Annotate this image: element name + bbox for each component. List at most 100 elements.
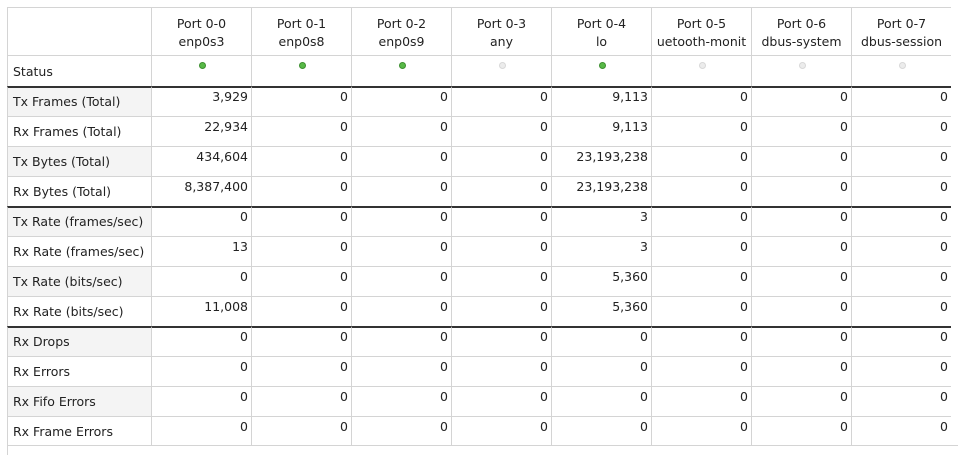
interface-name: dbus-session — [860, 34, 943, 49]
table-cell: 0 — [651, 296, 751, 326]
column-header-port[interactable]: Port 0-7 dbus-session — [851, 7, 951, 55]
table-cell: 0 — [751, 386, 851, 416]
table-corner — [7, 7, 151, 55]
table-cell: 0 — [751, 356, 851, 386]
interface-name: uetooth-monit — [656, 34, 747, 49]
table-cell: 9,113 — [551, 86, 651, 116]
table-cell: 0 — [651, 86, 751, 116]
table-cell: 0 — [851, 356, 951, 386]
column-header-port[interactable]: Port 0-2 enp0s9 — [351, 7, 451, 55]
table-cell: 0 — [551, 416, 651, 446]
table-cell: 0 — [151, 416, 251, 446]
table-cell: 3 — [551, 236, 651, 266]
table-cell: 0 — [451, 206, 551, 236]
table-cell: 0 — [751, 416, 851, 446]
table-cell: 0 — [251, 416, 351, 446]
column-header-port[interactable]: Port 0-3 any — [451, 7, 551, 55]
table-cell: 0 — [451, 266, 551, 296]
table-cell: 0 — [351, 326, 451, 356]
table-cell: 23,193,238 — [551, 176, 651, 206]
table-cell: 11,008 — [151, 296, 251, 326]
table-cell: 13 — [151, 236, 251, 266]
table-cell: 0 — [851, 236, 951, 266]
status-up-indicator-icon — [199, 62, 206, 69]
table-cell: 0 — [651, 386, 751, 416]
interface-name: any — [490, 34, 513, 49]
table-cell: 0 — [851, 116, 951, 146]
table-cell: 0 — [851, 146, 951, 176]
table-cell: 0 — [451, 296, 551, 326]
table-cell: 8,387,400 — [151, 176, 251, 206]
table-cell: 3 — [551, 206, 651, 236]
status-cell — [851, 55, 951, 86]
row-label: Tx Bytes (Total) — [7, 146, 151, 176]
table-cell: 0 — [851, 86, 951, 116]
port-name: Port 0-6 — [776, 16, 827, 31]
interface-name: lo — [595, 34, 608, 49]
table-cell: 0 — [651, 206, 751, 236]
interface-name: enp0s8 — [278, 34, 325, 49]
row-label: Rx Frames (Total) — [7, 116, 151, 146]
row-label: Rx Fifo Errors — [7, 386, 151, 416]
row-label: Rx Errors — [7, 356, 151, 386]
row-label: Tx Rate (bits/sec) — [7, 266, 151, 296]
table-cell: 0 — [651, 356, 751, 386]
table-cell: 0 — [651, 326, 751, 356]
table-cell: 0 — [351, 116, 451, 146]
table-cell: 22,934 — [151, 116, 251, 146]
table-cell: 0 — [451, 326, 551, 356]
table-cell: 5,360 — [551, 266, 651, 296]
table-cell: 0 — [751, 146, 851, 176]
table-cell: 0 — [551, 326, 651, 356]
table-cell: 0 — [351, 386, 451, 416]
table-cell: 0 — [351, 416, 451, 446]
column-header-port[interactable]: Port 0-1 enp0s8 — [251, 7, 351, 55]
status-cell — [251, 55, 351, 86]
table-cell: 0 — [651, 266, 751, 296]
status-down-indicator-icon — [899, 62, 906, 69]
port-name: Port 0-3 — [476, 16, 527, 31]
table-cell: 0 — [351, 146, 451, 176]
table-cell: 0 — [451, 356, 551, 386]
column-header-port[interactable]: Port 0-4 lo — [551, 7, 651, 55]
table-cell: 0 — [151, 206, 251, 236]
table-cell: 0 — [451, 386, 551, 416]
status-up-indicator-icon — [299, 62, 306, 69]
interface-name: dbus-system — [761, 34, 842, 49]
table-cell: 0 — [251, 116, 351, 146]
table-cell: 0 — [751, 116, 851, 146]
status-cell — [551, 55, 651, 86]
table-cell: 0 — [251, 176, 351, 206]
status-down-indicator-icon — [499, 62, 506, 69]
status-down-indicator-icon — [699, 62, 706, 69]
table-cell: 0 — [851, 326, 951, 356]
table-cell: 0 — [251, 296, 351, 326]
table-cell: 0 — [651, 116, 751, 146]
column-header-port[interactable]: Port 0-6 dbus-system — [751, 7, 851, 55]
table-cell: 0 — [351, 176, 451, 206]
table-cell: 0 — [851, 386, 951, 416]
table-cell: 0 — [451, 86, 551, 116]
table-cell: 434,604 — [151, 146, 251, 176]
port-name: Port 0-7 — [876, 16, 927, 31]
port-name: Port 0-4 — [576, 16, 627, 31]
table-cell: 0 — [651, 176, 751, 206]
table-cell: 0 — [651, 236, 751, 266]
table-cell: 0 — [451, 176, 551, 206]
row-label: Tx Rate (frames/sec) — [7, 206, 151, 236]
status-up-indicator-icon — [599, 62, 606, 69]
table-cell: 0 — [851, 206, 951, 236]
table-cell: 0 — [651, 416, 751, 446]
table-cell: 0 — [251, 86, 351, 116]
table-cell: 0 — [651, 146, 751, 176]
table-cell: 0 — [751, 206, 851, 236]
table-cell: 0 — [751, 236, 851, 266]
port-name: Port 0-2 — [376, 16, 427, 31]
table-cell: 5,360 — [551, 296, 651, 326]
column-header-port[interactable]: Port 0-0 enp0s3 — [151, 7, 251, 55]
table-cell: 0 — [851, 266, 951, 296]
table-cell: 0 — [751, 296, 851, 326]
column-header-port[interactable]: Port 0-5 uetooth-monit — [651, 7, 751, 55]
table-cell: 0 — [351, 206, 451, 236]
row-label: Tx Frames (Total) — [7, 86, 151, 116]
